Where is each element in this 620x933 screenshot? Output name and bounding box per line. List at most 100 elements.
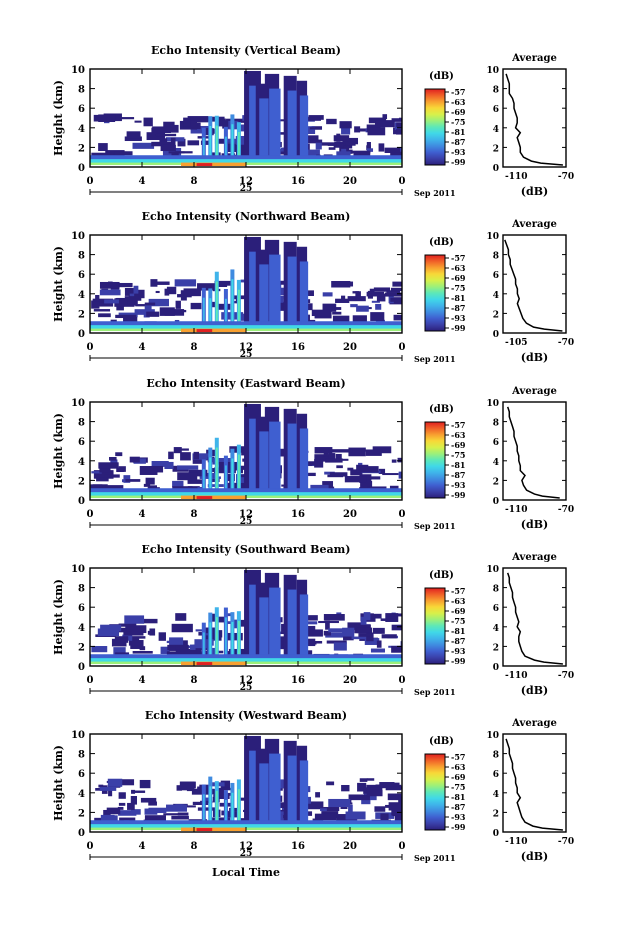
y-tick-label: 0 — [78, 163, 85, 174]
heatmap-cell — [287, 423, 298, 495]
heatmap-cell — [148, 807, 167, 814]
average-profile-line — [506, 406, 560, 499]
avg-y-tick-label: 8 — [493, 419, 499, 429]
heatmap-cell — [274, 132, 291, 135]
heatmap-cell — [231, 621, 234, 659]
heatmap-cell — [144, 302, 156, 306]
colorbar-tick-label: -57 — [451, 87, 465, 97]
avg-y-tick-label: 4 — [493, 624, 499, 634]
avg-x-tick-label: -110 — [505, 505, 528, 515]
heatmap-cell — [133, 285, 139, 294]
avg-y-tick-label: 6 — [493, 271, 499, 281]
heatmap-cell — [269, 587, 281, 661]
heatmap-cell — [269, 88, 281, 162]
heatmap-cell — [160, 144, 176, 152]
heatmap-cell — [113, 647, 126, 656]
heatmap-cell — [134, 790, 146, 793]
heatmap-cell — [193, 451, 200, 460]
heatmap-cell — [173, 447, 182, 454]
x-tick-label: 12 — [239, 342, 253, 353]
colorbar-tick-label: -57 — [451, 586, 465, 596]
heatmap-cell — [183, 117, 191, 127]
heatmap-cell — [129, 456, 140, 463]
heatmap-cell — [331, 449, 353, 453]
heatmap-cell — [357, 782, 367, 792]
panel-1: Echo Intensity (Vertical Beam) 0 2 4 6 8 10 Hei… — [52, 44, 574, 198]
heatmap-cell — [209, 457, 212, 493]
y-tick-label: 10 — [71, 398, 85, 409]
heatmap-cell — [197, 807, 218, 811]
colorbar-tick-label: -81 — [451, 460, 465, 470]
heatmap-cell — [209, 125, 212, 160]
heatmap-cell — [90, 492, 402, 497]
day-label: 25 — [240, 849, 253, 859]
heatmap-cell — [144, 303, 152, 312]
panel-3: Echo Intensity (Eastward Beam) 0 2 4 6 8 10 Hei… — [52, 377, 574, 531]
heatmap-cell — [128, 289, 145, 299]
avg-x-tick-label: -70 — [558, 338, 574, 348]
x-tick-label: 16 — [291, 176, 305, 187]
x-tick-label: 8 — [191, 342, 198, 353]
date-label: Sep 2011 — [414, 354, 456, 364]
x-tick-label: 4 — [139, 675, 146, 686]
heatmap-cell — [390, 151, 402, 159]
heatmap-cell — [350, 469, 363, 476]
x-tick-label: 12 — [239, 509, 253, 520]
heatmap-cell — [344, 476, 367, 483]
y-tick-label: 4 — [78, 789, 85, 800]
heatmap-cell — [312, 818, 324, 821]
heatmap-cell — [392, 281, 402, 287]
heatmap-cell — [224, 799, 227, 825]
colorbar-tick-label: -87 — [451, 636, 465, 646]
date-label: Sep 2011 — [414, 853, 456, 863]
heatmap-cell — [126, 636, 146, 639]
heatmap-cell — [370, 648, 386, 653]
heatmap-cell — [309, 127, 322, 130]
heatmap-cell — [314, 459, 324, 468]
heatmap-cell — [375, 784, 394, 789]
heatmap-cell — [367, 127, 386, 136]
heatmap-cell — [340, 805, 348, 810]
heatmap-cell — [259, 431, 269, 495]
heatmap-cell — [366, 148, 374, 152]
heatmap-cell — [269, 753, 281, 827]
colorbar-tick-label: -63 — [451, 596, 466, 606]
x-tick-label: 12 — [239, 841, 253, 852]
avg-y-tick-label: 10 — [486, 66, 499, 76]
avg-y-tick-label: 2 — [493, 809, 499, 819]
heatmap-cell — [371, 300, 380, 303]
date-label: Sep 2011 — [414, 521, 456, 531]
heatmap-cell — [311, 309, 330, 317]
heatmap-cell — [91, 471, 102, 474]
heatmap-cell — [132, 142, 155, 149]
x-tick-label: 8 — [191, 509, 198, 520]
x-tick-label: 0 — [87, 176, 94, 187]
heatmap-cell — [299, 428, 309, 495]
heatmap-cell — [149, 628, 156, 636]
heatmap-cell — [348, 447, 366, 457]
heatmap-cell — [366, 778, 375, 781]
y-tick-label: 0 — [78, 496, 85, 507]
x-tick-label: 12 — [239, 176, 253, 187]
heatmap-cell — [134, 309, 155, 315]
y-tick-label: 8 — [78, 85, 85, 96]
heatmap-cell — [386, 290, 401, 293]
heatmap-cell — [117, 806, 124, 810]
heatmap-cell — [391, 459, 397, 463]
heatmap-cell — [322, 303, 337, 312]
colorbar-tick-label: -93 — [451, 646, 466, 656]
heatmap-cell — [90, 654, 402, 661]
avg-y-tick-label: 0 — [493, 164, 499, 174]
heatmap-cell — [343, 634, 354, 641]
heatmap-cell — [342, 137, 359, 145]
heatmap-cell — [237, 131, 240, 160]
y-tick-label: 6 — [78, 603, 85, 614]
heatmap-cell — [91, 300, 100, 309]
heatmap-cell — [390, 287, 402, 292]
heatmap-cell — [126, 131, 141, 139]
heatmap-cell — [163, 813, 181, 816]
heatmap-cell — [107, 778, 123, 787]
heatmap-cell — [394, 813, 402, 822]
avg-y-tick-label: 4 — [493, 125, 499, 135]
heatmap-cell — [390, 297, 401, 302]
